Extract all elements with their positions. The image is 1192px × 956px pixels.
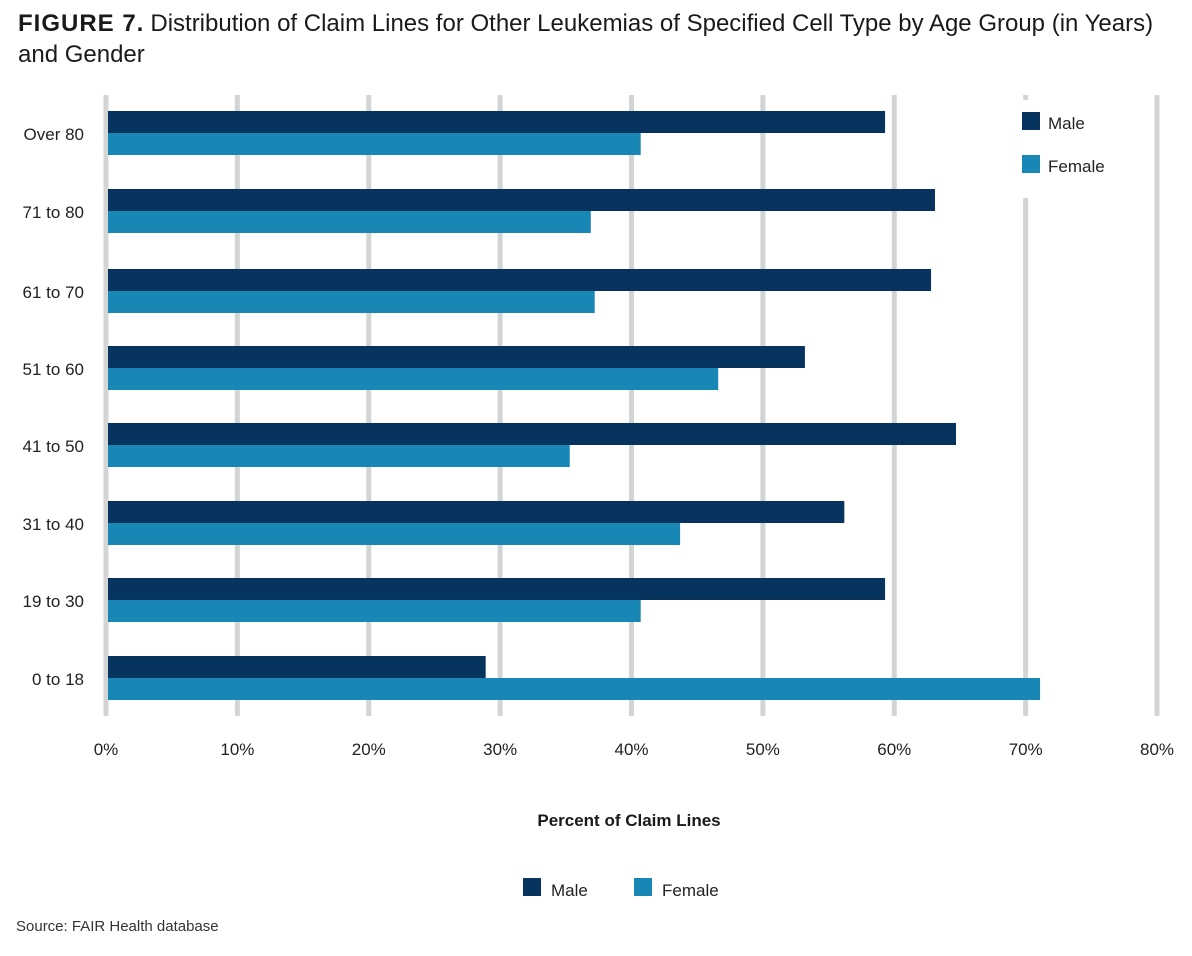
bar-male [108, 656, 486, 678]
x-tick-label: 10% [220, 740, 254, 759]
category-label: 31 to 40 [23, 515, 84, 534]
bar-male [108, 578, 886, 600]
bar-female [108, 133, 641, 155]
bar-male [108, 501, 845, 523]
source-note: Source: FAIR Health database [16, 918, 219, 935]
x-tick-label: 30% [483, 740, 517, 759]
category-label: 0 to 18 [32, 670, 84, 689]
category-label: Over 80 [24, 125, 84, 144]
bar-female [108, 368, 719, 390]
x-tick-label: 60% [877, 740, 911, 759]
bar-male [108, 423, 956, 445]
x-tick-label: 0% [94, 740, 119, 759]
legend-bottom-label: Female [662, 881, 719, 900]
bar-male [108, 189, 935, 211]
legend-top-label: Female [1048, 157, 1105, 176]
legend-top-label: Male [1048, 114, 1085, 133]
category-label: 71 to 80 [23, 203, 84, 222]
bar-female [108, 445, 570, 467]
legend-top-swatch-female [1022, 155, 1040, 173]
legend-bottom-label: Male [551, 881, 588, 900]
legend-bottom-swatch-male [523, 878, 541, 896]
x-tick-label: 40% [614, 740, 648, 759]
bar-female [108, 523, 681, 545]
figure-title-text: Distribution of Claim Lines for Other Le… [18, 10, 1154, 68]
legend-top-swatch-male [1022, 112, 1040, 130]
category-label: 61 to 70 [23, 283, 84, 302]
bar-male [108, 269, 932, 291]
bar-male [108, 346, 805, 368]
bar-female [108, 678, 1041, 700]
bar-female [108, 211, 591, 233]
x-axis-title: Percent of Claim Lines [537, 811, 720, 830]
x-tick-label: 70% [1009, 740, 1043, 759]
x-tick-label: 20% [352, 740, 386, 759]
bar-male [108, 111, 886, 133]
figure-label: FIGURE 7. [18, 10, 145, 37]
category-label: 41 to 50 [23, 437, 84, 456]
x-tick-label: 80% [1140, 740, 1174, 759]
category-label: 51 to 60 [23, 360, 84, 379]
category-label: 19 to 30 [23, 592, 84, 611]
figure-title: FIGURE 7. Distribution of Claim Lines for… [18, 8, 1168, 70]
x-tick-label: 50% [746, 740, 780, 759]
bar-female [108, 291, 595, 313]
bar-female [108, 600, 641, 622]
legend-bottom-swatch-female [634, 878, 652, 896]
